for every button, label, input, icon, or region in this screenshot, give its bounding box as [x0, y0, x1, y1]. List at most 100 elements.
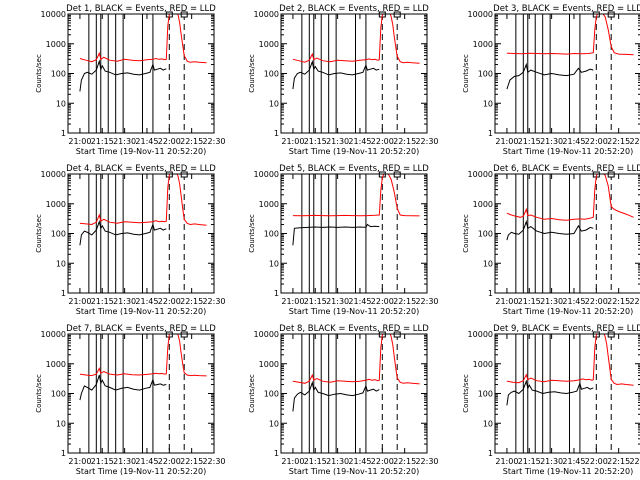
- x-tick-label: 21:45: [348, 137, 371, 146]
- y-axis-label: Counts/sec: [462, 214, 470, 253]
- y-tick-label: 10: [483, 259, 493, 268]
- y-tick-label: 1: [61, 289, 66, 298]
- y-tick-label: 1000: [473, 200, 493, 209]
- panel-det-1: 1 10 100 1000 10000 21:00 21:15 21:30 21:45 22:00…: [35, 4, 226, 156]
- x-tick-label: 21:30: [326, 137, 349, 146]
- y-tick-label: 10: [483, 419, 493, 428]
- y-tick-label: 10000: [41, 10, 66, 19]
- series-group: [79, 174, 207, 246]
- events-series-line: [292, 380, 380, 412]
- x-tick-label: 21:15: [304, 137, 327, 146]
- panel-title: Det 7, BLACK = Events, RED = LLD: [66, 324, 216, 334]
- x-axis-label: Start Time (19-Nov-11 20:52:20): [76, 307, 206, 316]
- x-axis-label: Start Time (19-Nov-11 20:52:20): [76, 147, 206, 156]
- plot-frame: [280, 13, 428, 134]
- x-tick-label: 22:15: [180, 297, 203, 306]
- x-tick-label: 21:30: [540, 137, 563, 146]
- y-axis-label: Counts/sec: [248, 374, 256, 413]
- x-tick-label: 22:30: [202, 457, 225, 466]
- y-tick-label: 1000: [473, 360, 493, 369]
- x-tick-label: 22:00: [158, 137, 181, 146]
- events-series-line: [292, 59, 380, 90]
- panel-det-6: 1 10 100 1000 10000 21:00 21:15 21:30 21:45 22:00…: [462, 164, 640, 316]
- events-series-line: [79, 374, 167, 401]
- x-tick-label: 21:30: [113, 457, 136, 466]
- lld-series-line: [506, 14, 634, 56]
- plot-frame: [67, 173, 215, 294]
- x-tick-label: 21:30: [113, 137, 136, 146]
- series-group: [506, 174, 634, 241]
- y-axis-label: Counts/sec: [35, 214, 43, 253]
- x-tick-label: 22:30: [202, 137, 225, 146]
- lld-series-line: [79, 14, 207, 64]
- x-tick-label: 21:45: [135, 457, 158, 466]
- panel-title: Det 3, BLACK = Events, RED = LLD: [493, 4, 640, 14]
- panel-det-3: 1 10 100 1000 10000 21:00 21:15 21:30 21:45 22:00…: [462, 4, 640, 156]
- x-tick-label: 21:30: [326, 457, 349, 466]
- plot-frame: [280, 173, 428, 294]
- y-tick-label: 1000: [46, 200, 66, 209]
- lld-series-line: [506, 174, 634, 221]
- x-tick-label: 21:30: [540, 297, 563, 306]
- y-tick-label: 100: [478, 390, 493, 399]
- x-tick-label: 21:30: [540, 457, 563, 466]
- panel-det-5: 1 10 100 1000 10000 21:00 21:15 21:30 21:45 22:00…: [248, 164, 439, 316]
- x-tick-label: 21:00: [281, 457, 304, 466]
- x-tick-label: 22:15: [393, 137, 416, 146]
- x-tick-label: 22:00: [158, 457, 181, 466]
- x-axis-label: Start Time (19-Nov-11 20:52:20): [503, 307, 633, 316]
- y-tick-label: 10000: [41, 170, 66, 179]
- y-tick-label: 10: [269, 419, 279, 428]
- y-tick-label: 1000: [259, 200, 279, 209]
- x-tick-label: 22:00: [371, 297, 394, 306]
- lld-series-line: [292, 334, 420, 385]
- y-tick-label: 10: [483, 99, 493, 108]
- y-tick-label: 10: [56, 259, 66, 268]
- x-tick-label: 21:15: [91, 137, 114, 146]
- x-tick-label: 22:30: [629, 457, 640, 466]
- y-tick-label: 1000: [259, 40, 279, 49]
- y-tick-label: 100: [264, 390, 279, 399]
- events-series-line: [79, 59, 167, 92]
- y-tick-label: 10000: [468, 330, 493, 339]
- series-group: [292, 174, 420, 246]
- x-tick-label: 22:00: [158, 297, 181, 306]
- y-axis-label: Counts/sec: [462, 54, 470, 93]
- y-tick-label: 10: [269, 259, 279, 268]
- x-tick-label: 21:45: [348, 457, 371, 466]
- x-tick-label: 21:45: [562, 137, 585, 146]
- events-series-line: [506, 379, 594, 406]
- x-tick-label: 22:30: [415, 297, 438, 306]
- plot-frame: [280, 333, 428, 454]
- x-tick-label: 22:00: [585, 457, 608, 466]
- panel-title: Det 9, BLACK = Events, RED = LLD: [493, 324, 640, 334]
- panel-title: Det 8, BLACK = Events, RED = LLD: [279, 324, 429, 334]
- x-axis-label: Start Time (19-Nov-11 20:52:20): [503, 147, 633, 156]
- x-tick-label: 21:30: [113, 297, 136, 306]
- y-tick-label: 1: [61, 129, 66, 138]
- x-tick-label: 22:15: [393, 297, 416, 306]
- x-tick-label: 21:00: [495, 297, 518, 306]
- x-tick-label: 21:45: [348, 297, 371, 306]
- y-tick-label: 1000: [259, 360, 279, 369]
- y-tick-label: 100: [264, 230, 279, 239]
- lld-series-line: [292, 14, 420, 64]
- y-tick-label: 10000: [41, 330, 66, 339]
- x-tick-label: 22:00: [585, 297, 608, 306]
- y-tick-label: 1: [61, 449, 66, 458]
- panel-title: Det 6, BLACK = Events, RED = LLD: [493, 164, 640, 174]
- x-tick-label: 21:00: [281, 137, 304, 146]
- panel-title: Det 4, BLACK = Events, RED = LLD: [66, 164, 216, 174]
- y-tick-label: 1: [488, 449, 493, 458]
- x-tick-label: 22:15: [607, 457, 630, 466]
- panel-det-7: 1 10 100 1000 10000 21:00 21:15 21:30 21:45 22:00…: [35, 324, 226, 476]
- x-tick-label: 21:00: [495, 137, 518, 146]
- y-tick-label: 10000: [254, 170, 279, 179]
- x-tick-label: 21:00: [68, 297, 91, 306]
- series-group: [506, 14, 634, 90]
- panel-det-8: 1 10 100 1000 10000 21:00 21:15 21:30 21:45 22:00…: [248, 324, 439, 476]
- x-tick-label: 21:45: [135, 297, 158, 306]
- y-tick-label: 1: [274, 129, 279, 138]
- y-tick-label: 10000: [468, 10, 493, 19]
